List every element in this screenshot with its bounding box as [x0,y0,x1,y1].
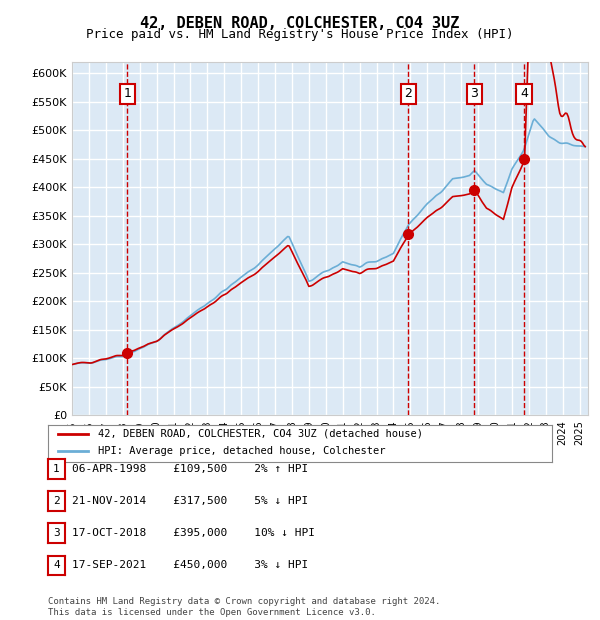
Text: 42, DEBEN ROAD, COLCHESTER, CO4 3UZ (detached house): 42, DEBEN ROAD, COLCHESTER, CO4 3UZ (det… [98,429,424,439]
Text: 2: 2 [404,87,412,100]
Text: 21-NOV-2014    £317,500    5% ↓ HPI: 21-NOV-2014 £317,500 5% ↓ HPI [72,496,308,506]
Text: 3: 3 [470,87,478,100]
Text: HPI: Average price, detached house, Colchester: HPI: Average price, detached house, Colc… [98,446,386,456]
Text: Contains HM Land Registry data © Crown copyright and database right 2024.
This d: Contains HM Land Registry data © Crown c… [48,598,440,617]
Text: 42, DEBEN ROAD, COLCHESTER, CO4 3UZ: 42, DEBEN ROAD, COLCHESTER, CO4 3UZ [140,16,460,30]
Text: 2: 2 [53,496,60,506]
Text: 17-OCT-2018    £395,000    10% ↓ HPI: 17-OCT-2018 £395,000 10% ↓ HPI [72,528,315,538]
Text: 1: 1 [53,464,60,474]
Text: 4: 4 [520,87,528,100]
Text: 06-APR-1998    £109,500    2% ↑ HPI: 06-APR-1998 £109,500 2% ↑ HPI [72,464,308,474]
Text: 17-SEP-2021    £450,000    3% ↓ HPI: 17-SEP-2021 £450,000 3% ↓ HPI [72,560,308,570]
Text: 4: 4 [53,560,60,570]
Text: 1: 1 [124,87,131,100]
Text: 3: 3 [53,528,60,538]
Text: Price paid vs. HM Land Registry's House Price Index (HPI): Price paid vs. HM Land Registry's House … [86,28,514,41]
